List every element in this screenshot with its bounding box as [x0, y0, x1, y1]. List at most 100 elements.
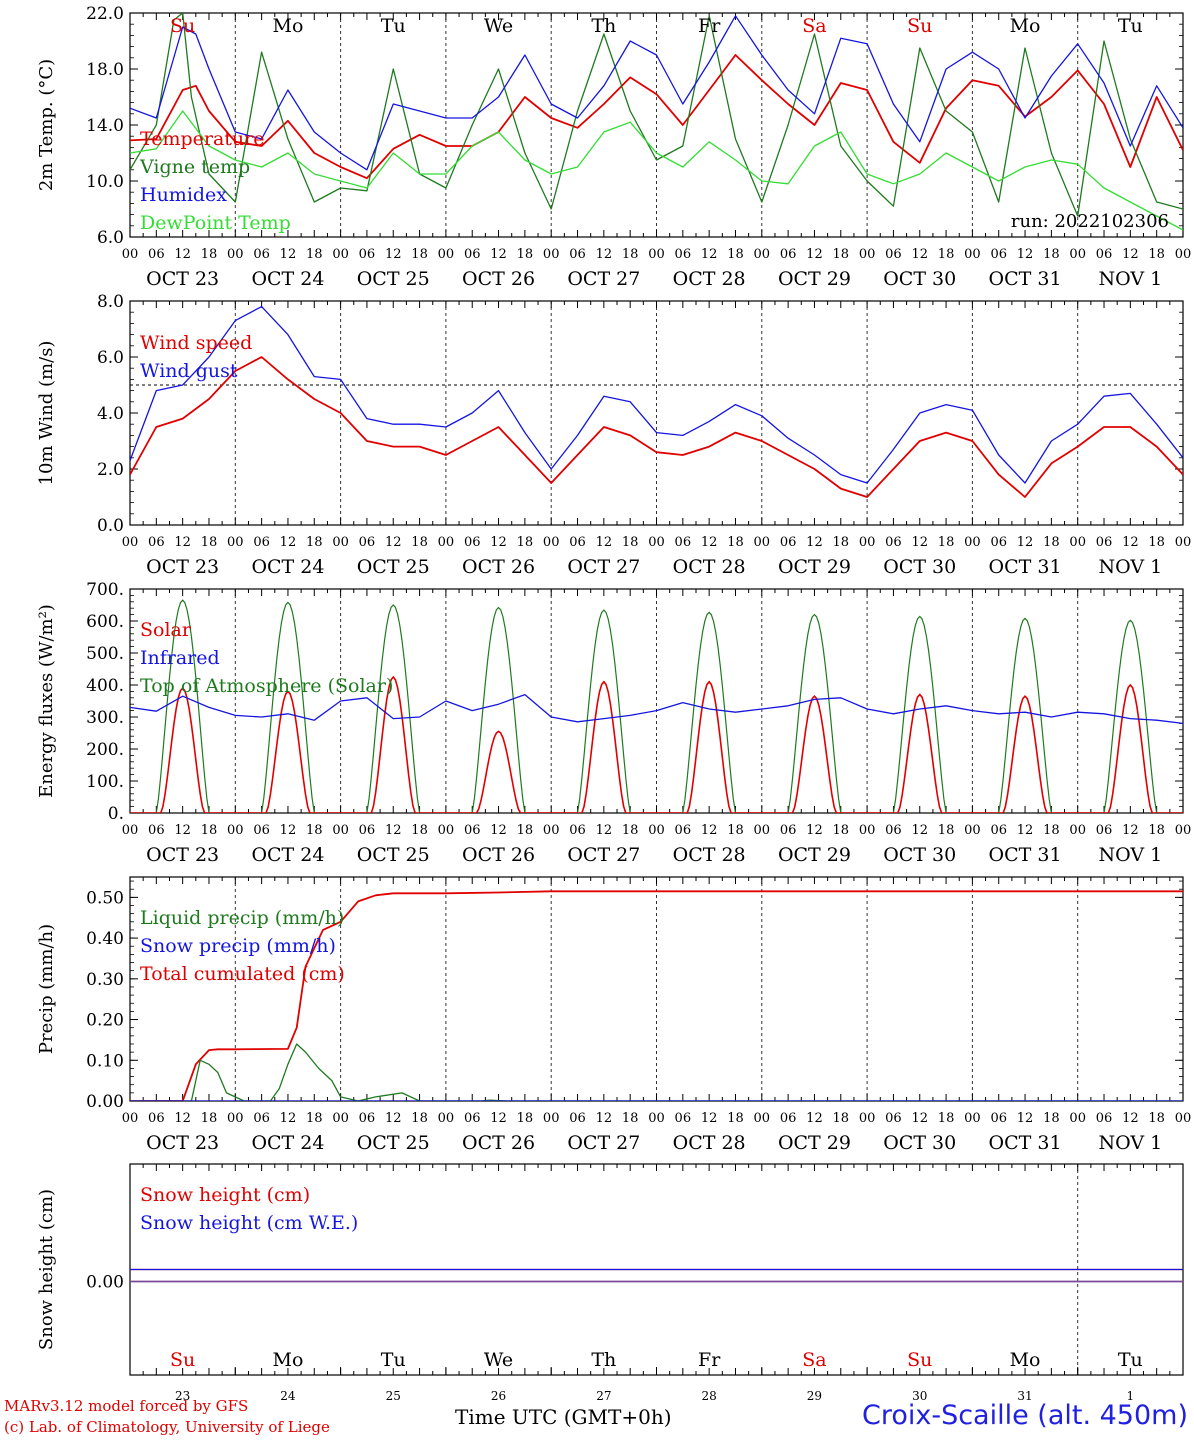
day-number-label: 31 — [1017, 1389, 1032, 1403]
hour-label: 18 — [727, 1111, 744, 1126]
wind-speed-line — [130, 356, 1183, 498]
hour-label: 12 — [806, 1111, 823, 1126]
bottom-day-label-6: Sa — [802, 1349, 826, 1371]
hour-label: 00 — [332, 535, 349, 550]
day-label-8: Mo — [1010, 15, 1041, 37]
hour-label: 18 — [306, 1111, 323, 1126]
date-label: OCT 29 — [778, 1132, 851, 1154]
energy-y-tick-label: 0. — [108, 804, 124, 824]
hour-label: 18 — [201, 535, 218, 550]
hour-label: 06 — [885, 535, 902, 550]
date-label: OCT 24 — [251, 1132, 324, 1154]
hour-label: 06 — [885, 1111, 902, 1126]
wind-legend-0: Wind speed — [140, 332, 252, 354]
precip-y-tick-label: 0.10 — [86, 1051, 124, 1071]
bottom-day-label-7: Su — [907, 1349, 932, 1371]
date-label: OCT 27 — [567, 1132, 640, 1154]
hour-label: 00 — [122, 535, 139, 550]
infrared-line — [130, 693, 1183, 725]
hour-label: 06 — [990, 247, 1007, 262]
panel-wind: 0.0 2.0 4.0 6.0 8.0 10m Wind (m/s) Wind speed W… — [36, 292, 1191, 578]
date-label: NOV 1 — [1098, 1132, 1162, 1154]
hour-label: 00 — [1175, 1111, 1192, 1126]
hour-label: 00 — [859, 535, 876, 550]
hour-label: 00 — [227, 535, 244, 550]
date-label: OCT 27 — [567, 844, 640, 866]
panel-snow: 0.00 Snow height (cm) Snow height (cm) Snow… — [36, 1163, 1184, 1403]
date-label: OCT 30 — [883, 1132, 956, 1154]
day-label-9: Tu — [1118, 15, 1143, 37]
hour-label: 00 — [1175, 247, 1192, 262]
day-label-3: We — [484, 15, 513, 37]
hour-label: 18 — [727, 247, 744, 262]
toa-solar-line — [130, 599, 1183, 813]
date-label: OCT 26 — [462, 1132, 535, 1154]
hour-label: 12 — [1017, 1111, 1034, 1126]
hour-label: 18 — [833, 823, 850, 838]
precip-legend-2: Total cumulated (cm) — [140, 963, 345, 985]
hour-label: 12 — [174, 247, 191, 262]
date-label: OCT 23 — [146, 556, 219, 578]
hour-label: 00 — [1069, 823, 1086, 838]
hour-label: 00 — [332, 823, 349, 838]
hour-label: 18 — [517, 823, 534, 838]
bottom-day-label-1: Mo — [272, 1349, 303, 1371]
date-label: OCT 30 — [883, 844, 956, 866]
hour-label: 00 — [1175, 823, 1192, 838]
hour-label: 12 — [911, 535, 928, 550]
hour-label: 00 — [122, 823, 139, 838]
energy-y-tick-label: 200. — [86, 740, 124, 760]
hour-label: 00 — [859, 823, 876, 838]
hour-label: 12 — [911, 1111, 928, 1126]
precip-legend-0: Liquid precip (mm/h) — [140, 907, 344, 929]
hour-label: 18 — [306, 535, 323, 550]
temperature-y-tick-label: 22.0 — [86, 4, 124, 24]
hour-label: 00 — [543, 823, 560, 838]
hour-label: 06 — [1096, 535, 1113, 550]
hour-label: 06 — [780, 1111, 797, 1126]
hour-label: 06 — [253, 1111, 270, 1126]
date-label: OCT 23 — [146, 1132, 219, 1154]
hour-label: 12 — [490, 823, 507, 838]
hour-label: 00 — [543, 535, 560, 550]
hour-label: 00 — [1069, 535, 1086, 550]
station-title: Croix-Scaille (alt. 450m) — [861, 1400, 1188, 1431]
hour-label: 06 — [464, 823, 481, 838]
hour-label: 18 — [1148, 1111, 1165, 1126]
hour-label: 06 — [780, 247, 797, 262]
date-label: OCT 30 — [883, 268, 956, 290]
hour-label: 12 — [174, 535, 191, 550]
hour-label: 18 — [201, 1111, 218, 1126]
hour-label: 12 — [806, 535, 823, 550]
hour-label: 06 — [464, 535, 481, 550]
hour-label: 00 — [438, 247, 455, 262]
hour-label: 18 — [1043, 823, 1060, 838]
energy-legend-1: Infrared — [140, 647, 220, 669]
hour-label: 18 — [411, 1111, 428, 1126]
day-number-label: 30 — [912, 1389, 927, 1403]
precip-legend-1: Snow precip (mm/h) — [140, 935, 336, 957]
hour-label: 12 — [596, 535, 613, 550]
date-label: OCT 25 — [357, 268, 430, 290]
panel-energy: 0. 100. 200. 300. 400. 500. 600. 700. Energy flu… — [36, 580, 1191, 866]
hour-label: 12 — [385, 535, 402, 550]
hour-label: 00 — [438, 1111, 455, 1126]
hour-label: 06 — [780, 535, 797, 550]
hour-label: 00 — [122, 1111, 139, 1126]
hour-label: 06 — [1096, 247, 1113, 262]
date-label: OCT 26 — [462, 556, 535, 578]
day-label-1: Mo — [272, 15, 303, 37]
lab-credit: (c) Lab. of Climatology, University of L… — [4, 1418, 330, 1436]
precip-y-axis-title: Precip (mm/h) — [36, 924, 57, 1054]
energy-y-tick-label: 600. — [86, 612, 124, 632]
day-label-0: Su — [170, 15, 195, 37]
hour-label: 12 — [1017, 247, 1034, 262]
hour-label: 00 — [1069, 1111, 1086, 1126]
day-number-label: 24 — [280, 1389, 296, 1403]
hour-label: 18 — [306, 247, 323, 262]
hour-label: 06 — [569, 1111, 586, 1126]
day-number-label: 25 — [386, 1389, 401, 1403]
hour-label: 12 — [806, 823, 823, 838]
hour-label: 18 — [833, 247, 850, 262]
wind-legend-1: Wind gust — [140, 360, 238, 382]
